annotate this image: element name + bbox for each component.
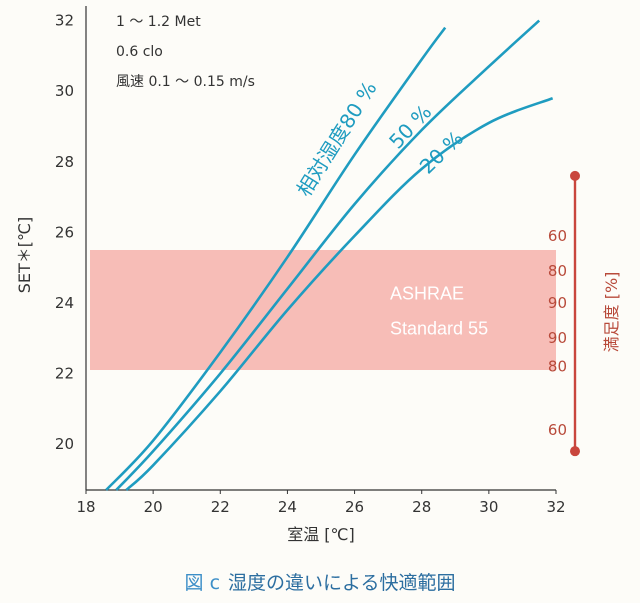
comfort-band-label-1: ASHRAE: [390, 283, 464, 303]
series-line-2: [125, 97, 554, 491]
condition-met: 1 ～ 1.2 Met: [116, 14, 201, 30]
y-tick-label: 30: [55, 82, 74, 100]
y-axis-label: SET＊[℃]: [15, 217, 34, 294]
satisfaction-tick-label: 80: [548, 357, 567, 375]
satisfaction-tick-label: 60: [548, 227, 567, 245]
y-tick-label: 24: [55, 294, 74, 312]
comfort-band-label-2: Standard 55: [390, 319, 488, 339]
y-tick-label: 20: [55, 435, 74, 453]
y-tick-labels: 20 22 24 26 28 30 32: [55, 12, 74, 454]
satisfaction-tick-labels: 60 80 90 90 80 60: [548, 227, 567, 439]
x-tick-label: 32: [546, 498, 565, 516]
y-tick-label: 32: [55, 12, 74, 30]
x-tick-label: 20: [144, 498, 163, 516]
series-label-20: 20 %: [415, 126, 468, 179]
series-lines: [105, 19, 554, 491]
y-tick-label: 28: [55, 153, 74, 171]
satisfaction-axis-top-dot: [570, 170, 580, 181]
x-tick-label: 24: [278, 498, 297, 516]
satisfaction-tick-label: 80: [548, 262, 567, 280]
conditions: 1 ～ 1.2 Met 0.6 clo 風速 0.1 ～ 0.15 m/s: [116, 14, 255, 90]
satisfaction-tick-label: 90: [548, 294, 567, 312]
series-line-0: [105, 26, 447, 491]
x-tick-label: 28: [412, 498, 431, 516]
satisfaction-axis: 60 80 90 90 80 60 満足度 [%]: [548, 170, 621, 457]
satisfaction-tick-label: 90: [548, 329, 567, 347]
x-tick-label: 22: [211, 498, 230, 516]
x-axis-label: 室温 [℃]: [287, 525, 355, 544]
x-tick-label: 30: [479, 498, 498, 516]
series-label-50: 50 %: [384, 100, 436, 154]
figure-number: 図 c: [184, 572, 221, 594]
satisfaction-axis-bottom-dot: [570, 446, 580, 457]
chart: ASHRAE Standard 55 18 20 22 24 26 28 30 32 20 22…: [15, 6, 621, 544]
x-tick-labels: 18 20 22 24 26 28 30 32: [76, 490, 566, 516]
y-tick-label: 22: [55, 365, 74, 383]
y-tick-label: 26: [55, 223, 74, 241]
satisfaction-axis-label: 満足度 [%]: [602, 272, 621, 353]
x-tick-label: 26: [345, 498, 364, 516]
figure-caption-text: 湿度の違いによる快適範囲: [228, 572, 456, 594]
series-line-1: [115, 19, 541, 491]
x-tick-label: 18: [76, 498, 95, 516]
satisfaction-tick-label: 60: [548, 421, 567, 439]
condition-wind: 風速 0.1 ～ 0.15 m/s: [116, 74, 255, 90]
figure-caption: 図 c 湿度の違いによる快適範囲: [0, 568, 640, 595]
condition-clo: 0.6 clo: [116, 44, 163, 60]
series-label-prefix: 相対湿度: [292, 120, 355, 201]
